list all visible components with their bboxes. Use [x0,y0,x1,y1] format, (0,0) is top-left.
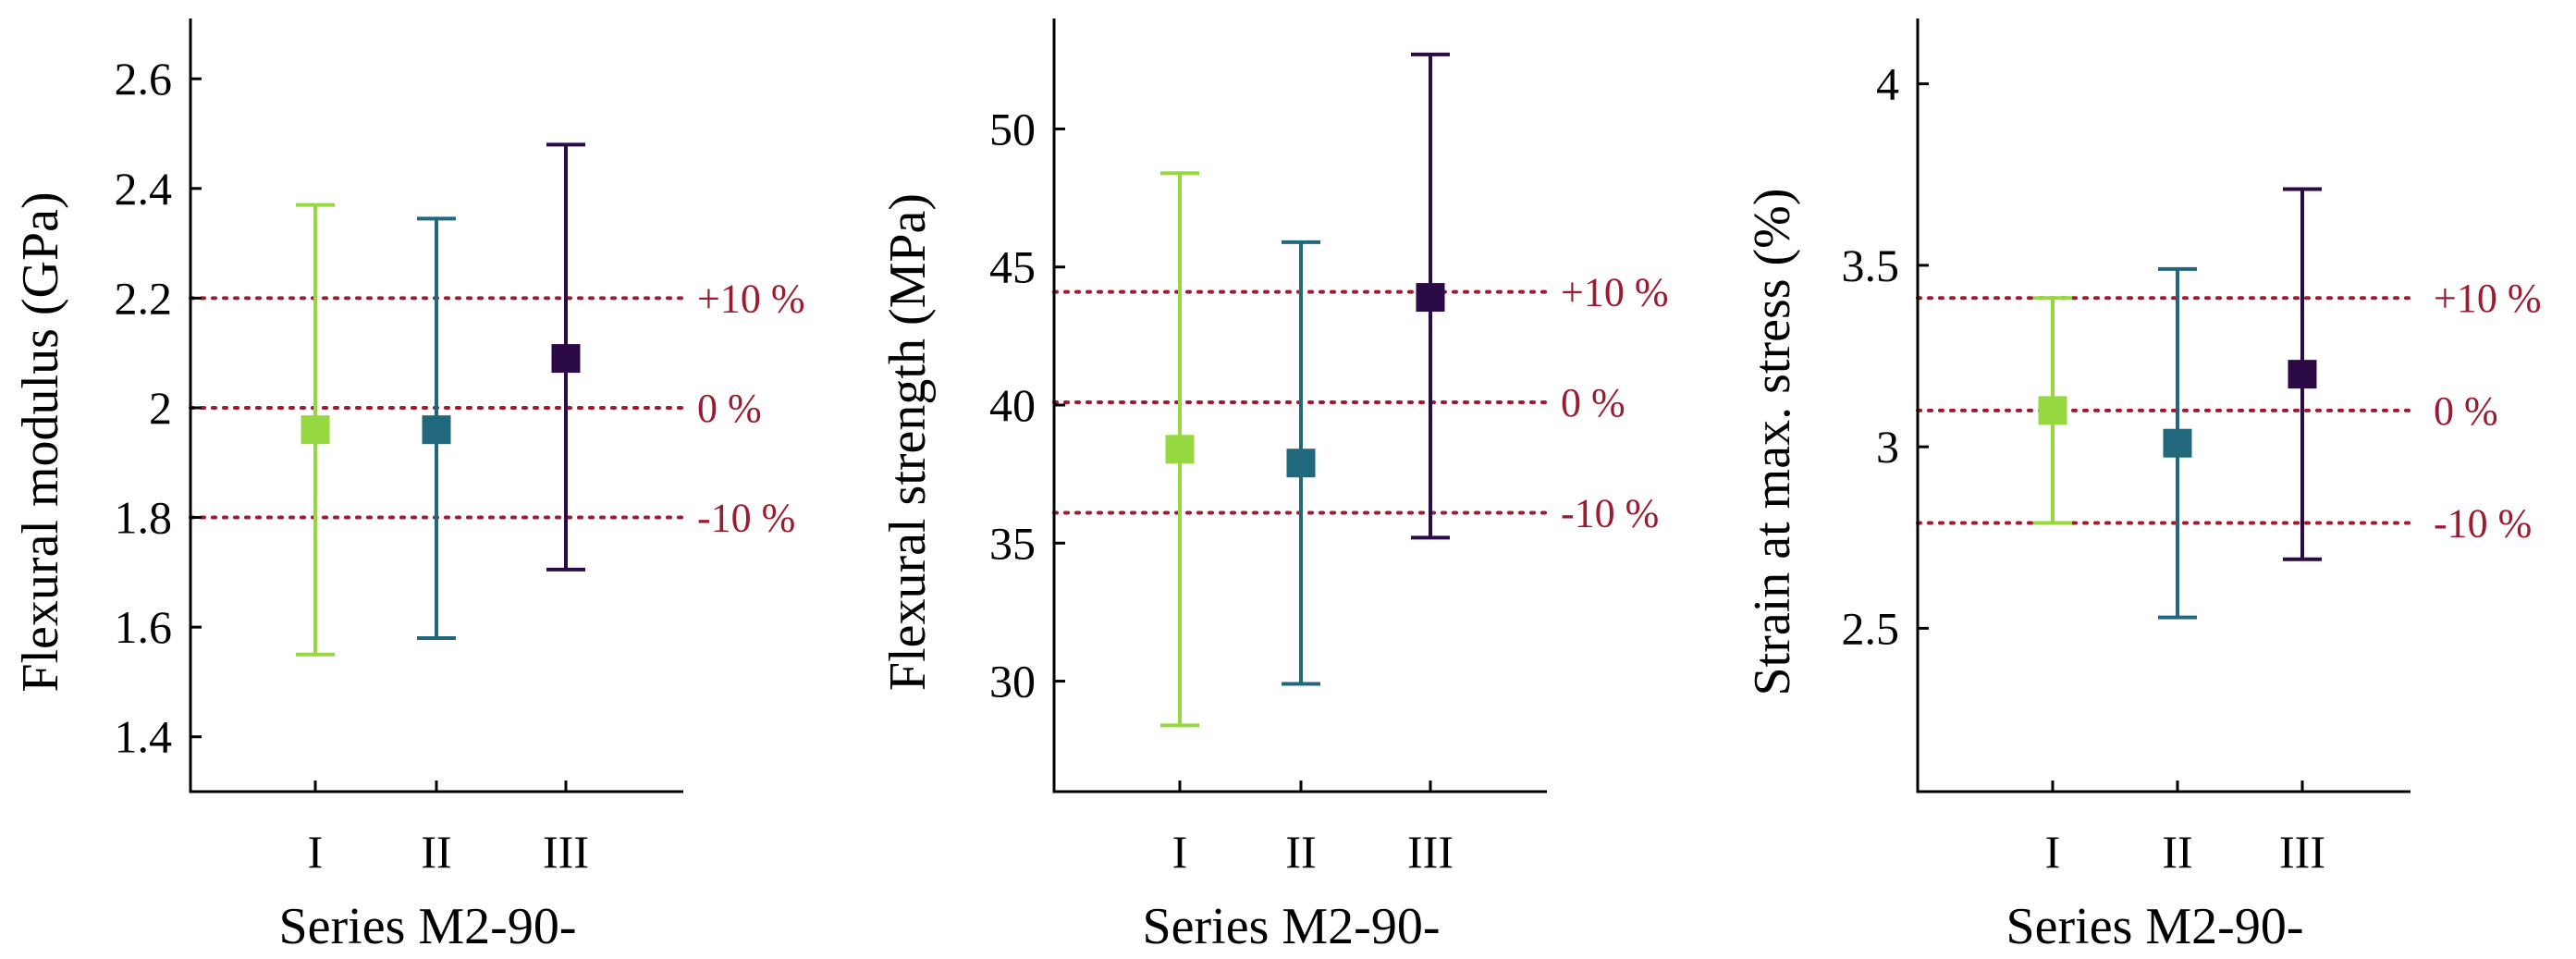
x-tick-label: III [1407,826,1454,878]
y-tick-label: 2.6 [115,53,173,105]
x-axis-label: Series M2-90- [2006,898,2304,955]
data-point-marker [1286,449,1316,478]
reference-line-label: +10 % [697,276,804,321]
data-series-III [546,142,585,572]
x-tick-label: III [2279,826,2325,878]
data-point-marker [551,344,581,374]
data-point-marker [1165,435,1195,464]
y-tick-label: 3 [1876,421,1899,473]
y-tick-label: 35 [989,517,1036,569]
y-tick-label: 1.4 [115,711,173,763]
x-axis-label: Series M2-90- [1143,898,1441,955]
reference-line-label: -10 % [1561,490,1659,535]
data-series-III [1411,52,1450,540]
y-tick-label: 2.2 [115,272,173,324]
data-series-I [2033,296,2072,525]
y-tick-label: 40 [989,379,1036,431]
y-axis-label: Strain at max. stress (%) [1744,189,1801,696]
reference-line-label: -10 % [697,496,795,541]
data-series-II [1282,240,1320,686]
reference-line-label: +10 % [1561,270,1668,315]
data-series-I [1160,171,1199,728]
y-tick-label: 1.6 [115,601,173,653]
y-tick-label: 1.8 [115,492,173,544]
data-point-marker [301,415,330,445]
data-series-II [417,216,456,640]
y-tick-label: 45 [989,241,1036,293]
data-point-marker [422,415,451,445]
data-point-marker [2288,360,2317,389]
reference-line-label: 0 % [697,386,762,431]
y-tick-label: 2.5 [1842,602,1900,654]
y-tick-label: 50 [989,103,1036,154]
y-tick-label: 3.5 [1842,240,1900,291]
y-tick-label: 2.4 [115,163,173,215]
data-point-marker [1416,283,1445,313]
data-series-II [2158,266,2197,620]
data-series-I [296,203,335,657]
x-tick-label: II [421,826,451,878]
x-tick-label: II [1285,826,1316,878]
data-point-marker [2163,428,2192,458]
reference-line-label: 0 % [1561,380,1625,425]
x-tick-label: I [1172,826,1188,878]
y-axis-label: Flexural strength (MPa) [879,193,937,691]
y-tick-label: 4 [1876,58,1899,110]
reference-line-label: -10 % [2434,501,2532,547]
y-tick-label: 30 [989,656,1036,707]
y-tick-label: 2 [149,382,172,434]
x-tick-label: II [2162,826,2192,878]
x-tick-label: I [2045,826,2061,878]
reference-line-label: +10 % [2434,276,2541,321]
data-point-marker [2038,396,2067,425]
x-axis-label: Series M2-90- [279,898,577,955]
reference-line-label: 0 % [2434,388,2498,434]
data-series-III [2283,187,2322,561]
x-tick-label: I [308,826,324,878]
x-tick-label: III [543,826,589,878]
chart-panel-1: +10 %0 %-10 %1.41.61.822.22.42.6I II IIISe… [12,18,804,955]
y-axis-label: Flexural modulus (GPa) [12,191,69,692]
